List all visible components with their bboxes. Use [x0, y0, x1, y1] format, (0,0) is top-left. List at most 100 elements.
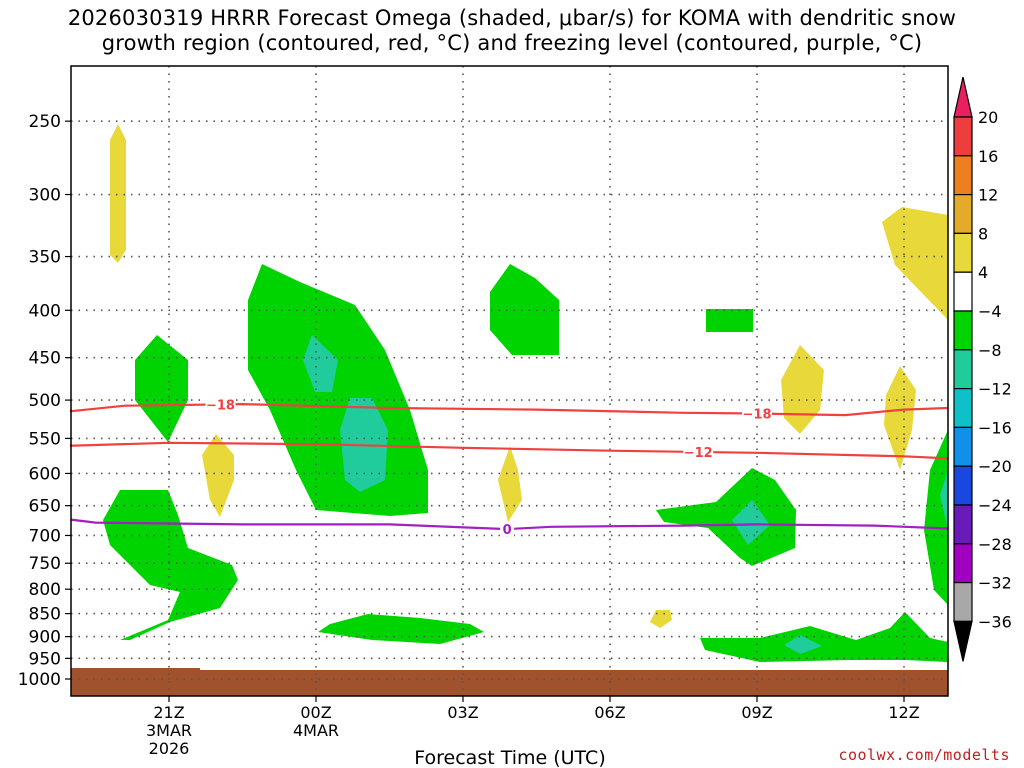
- colorbar-segment: [953, 349, 973, 390]
- omega-positive-region: [110, 124, 126, 263]
- x-tick-label: 00Z: [300, 703, 331, 722]
- omega-negative-region: [318, 614, 484, 644]
- colorbar-label: −28: [978, 535, 1012, 554]
- contour-line: [69, 402, 949, 417]
- colorbar: 20 16 12 8 4 −4 −8 −12 −16 −20 −24 −28 −32 −36: [953, 76, 1012, 662]
- colorbar-segment: [953, 116, 973, 157]
- colorbar-segment: [953, 271, 973, 312]
- y-tick-label: 600: [29, 464, 61, 484]
- colorbar-segment: [953, 155, 973, 196]
- colorbar-segment: [953, 232, 973, 273]
- contour-label: 0: [503, 523, 512, 538]
- omega-shading: [71, 124, 948, 696]
- omega-positive-region: [202, 434, 234, 517]
- y-tick-label: 450: [29, 349, 61, 369]
- colorbar-segment: [953, 194, 973, 235]
- contour-label-bg: [683, 444, 714, 459]
- x-tick-sublabel: 2026: [149, 739, 190, 758]
- x-tick-label: 06Z: [594, 703, 625, 722]
- colorbar-segment: [953, 581, 973, 622]
- colorbar-segment: [953, 465, 973, 506]
- y-tick-label: 500: [29, 391, 61, 411]
- y-tick-label: 1000: [18, 670, 61, 690]
- omega-negative-region: [248, 264, 428, 516]
- x-tick-label: 03Z: [447, 703, 478, 722]
- grid: [71, 66, 948, 696]
- contour-label-bg: [205, 397, 236, 412]
- y-axis-ticks: 250 300 350 400 450 500 550 600 650 700 750 800 850 9…: [18, 112, 71, 690]
- y-tick-label: 550: [29, 429, 61, 449]
- omega-strong-negative-region: [732, 500, 770, 545]
- colorbar-label: 12: [978, 186, 998, 205]
- omega-negative-region: [103, 490, 238, 640]
- omega-strong-negative-region: [303, 335, 338, 392]
- y-tick-label: 950: [29, 649, 61, 669]
- x-tick-label: 21Z: [153, 703, 184, 722]
- contour-line: [69, 441, 949, 460]
- colorbar-bottom-arrow: [953, 620, 973, 662]
- chart-title: 2026030319 HRRR Forecast Omega (shaded, …: [0, 6, 1024, 56]
- omega-positive-region: [650, 610, 672, 628]
- colorbar-segment: [953, 504, 973, 545]
- plot-frame: [70, 65, 949, 697]
- omega-positive-region: [884, 366, 916, 470]
- colorbar-label: −20: [978, 457, 1012, 476]
- contour-label-bg: [500, 522, 515, 537]
- colorbar-segment: [953, 543, 973, 584]
- y-tick-label: 650: [29, 497, 61, 517]
- colorbar-label: −8: [978, 341, 1002, 360]
- contour-line: [70, 518, 949, 531]
- credit-text: coolwx.com/modelts: [838, 746, 1010, 764]
- chart-title-line2: growth region (contoured, red, °C) and f…: [101, 31, 923, 55]
- x-tick-sublabel: 4MAR: [293, 721, 339, 740]
- colorbar-segment: [953, 310, 973, 351]
- colorbar-label: −4: [978, 302, 1002, 321]
- contour-label: −18: [743, 408, 772, 423]
- colorbar-label: −36: [978, 612, 1012, 631]
- omega-negative-region: [490, 264, 559, 355]
- omega-strong-negative-region: [940, 470, 948, 530]
- colorbar-label: 8: [978, 224, 988, 243]
- colorbar-label: −16: [978, 418, 1012, 437]
- x-tick-label: 12Z: [888, 703, 919, 722]
- colorbar-label: −32: [978, 574, 1012, 593]
- y-tick-label: 400: [29, 301, 61, 321]
- contour-label: −12: [684, 446, 713, 461]
- omega-negative-region: [924, 430, 948, 605]
- y-tick-label: 250: [29, 112, 61, 132]
- omega-negative-region: [135, 335, 188, 442]
- contour-label-bg: [742, 406, 772, 421]
- colorbar-label: −12: [978, 380, 1012, 399]
- colorbar-label: 4: [978, 263, 988, 282]
- omega-negative-region: [700, 612, 948, 662]
- omega-strong-negative-region: [784, 635, 822, 654]
- contour-label: −18: [206, 398, 235, 413]
- chart-title-line1: 2026030319 HRRR Forecast Omega (shaded, …: [67, 6, 957, 30]
- colorbar-segment: [953, 388, 973, 429]
- x-tick-sublabel: 3MAR: [146, 721, 192, 740]
- contour-lines: −18−18−12−120: [69, 397, 949, 538]
- y-tick-label: 300: [29, 186, 61, 206]
- x-tick-label: 09Z: [741, 703, 772, 722]
- axes: [70, 65, 949, 697]
- y-tick-label: 350: [29, 248, 61, 268]
- omega-positive-region: [882, 207, 948, 320]
- omega-positive-region: [781, 345, 824, 434]
- y-tick-label: 700: [29, 526, 61, 546]
- colorbar-label: 16: [978, 147, 998, 166]
- omega-negative-region: [656, 468, 796, 566]
- y-tick-label: 750: [29, 554, 61, 574]
- y-tick-label: 900: [29, 628, 61, 648]
- terrain-below-ground: [71, 668, 948, 696]
- x-axis-label: Forecast Time (UTC): [414, 747, 605, 768]
- y-tick-label: 850: [29, 605, 61, 625]
- omega-positive-region: [498, 446, 522, 522]
- colorbar-segment: [953, 426, 973, 467]
- colorbar-label: 20: [978, 108, 998, 127]
- colorbar-label: −24: [978, 496, 1012, 515]
- y-tick-label: 800: [29, 580, 61, 600]
- omega-negative-region: [706, 309, 753, 332]
- colorbar-top-arrow: [953, 76, 973, 118]
